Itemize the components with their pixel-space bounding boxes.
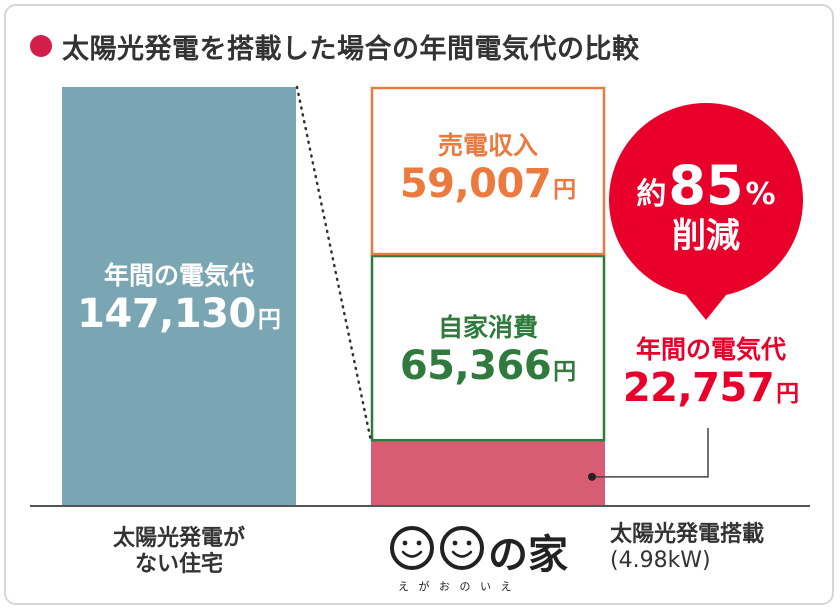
reduction-badge-text: 約 85 % 削減 — [606, 154, 806, 256]
reduction-unit: % — [745, 177, 776, 212]
reduction-badge — [609, 102, 803, 320]
category-label-no-solar: 太陽光発電が ない住宅 — [62, 526, 296, 579]
sell-income-title: 売電収入 — [437, 131, 538, 160]
remaining-cost-value: 22,757 — [622, 364, 775, 411]
no-solar-value: 147,130 — [77, 290, 256, 337]
category-line: 太陽光発電が — [112, 526, 245, 551]
bar-segment-remaining-cost — [371, 441, 605, 506]
no-solar-label: 年間の電気代 147,130円 — [62, 261, 296, 337]
remaining-callout-line — [592, 428, 709, 478]
sell-income-label: 売電収入 59,007円 — [372, 131, 604, 207]
reduction-value: 85 — [668, 154, 744, 217]
dotted-connector-line — [295, 85, 373, 443]
self-consumption-title: 自家消費 — [437, 313, 538, 342]
remaining-cost-title: 年間の電気代 — [635, 335, 786, 364]
category-line: (4.98kW) — [610, 548, 711, 574]
category-label-solar: 太陽光発電搭載 (4.98kW) — [610, 522, 820, 575]
no-solar-unit: 円 — [257, 306, 281, 333]
sell-income-unit: 円 — [553, 176, 577, 203]
remaining-cost-unit: 円 — [776, 380, 800, 407]
reduction-prefix: 約 — [636, 177, 667, 212]
self-consumption-value: 65,366 — [399, 342, 552, 389]
sell-income-value: 59,007 — [399, 160, 552, 207]
logo-reading: え が お の い え — [398, 580, 515, 593]
bar-segment-self-consumption — [370, 254, 606, 442]
category-line: 太陽光発電搭載 — [610, 522, 765, 547]
remaining-callout-dot — [588, 472, 596, 481]
smiley-logo-icon — [390, 526, 484, 570]
bar-no-solar — [62, 87, 296, 506]
title-bullet-icon — [30, 35, 52, 57]
category-line: ない住宅 — [134, 552, 223, 578]
chart-title-row: 太陽光発電を搭載した場合の年間電気代の比較 — [30, 24, 640, 68]
self-consumption-label: 自家消費 65,366円 — [372, 313, 604, 389]
no-solar-label-title: 年間の電気代 — [103, 261, 254, 290]
self-consumption-unit: 円 — [553, 358, 577, 385]
remaining-cost-label: 年間の電気代 22,757円 — [614, 335, 808, 411]
chart-title: 太陽光発電を搭載した場合の年間電気代の比較 — [62, 33, 640, 65]
bar-segment-sell-income — [370, 86, 606, 256]
reduction-suffix: 削減 — [672, 215, 740, 256]
logo-mark: の家 — [488, 531, 568, 578]
